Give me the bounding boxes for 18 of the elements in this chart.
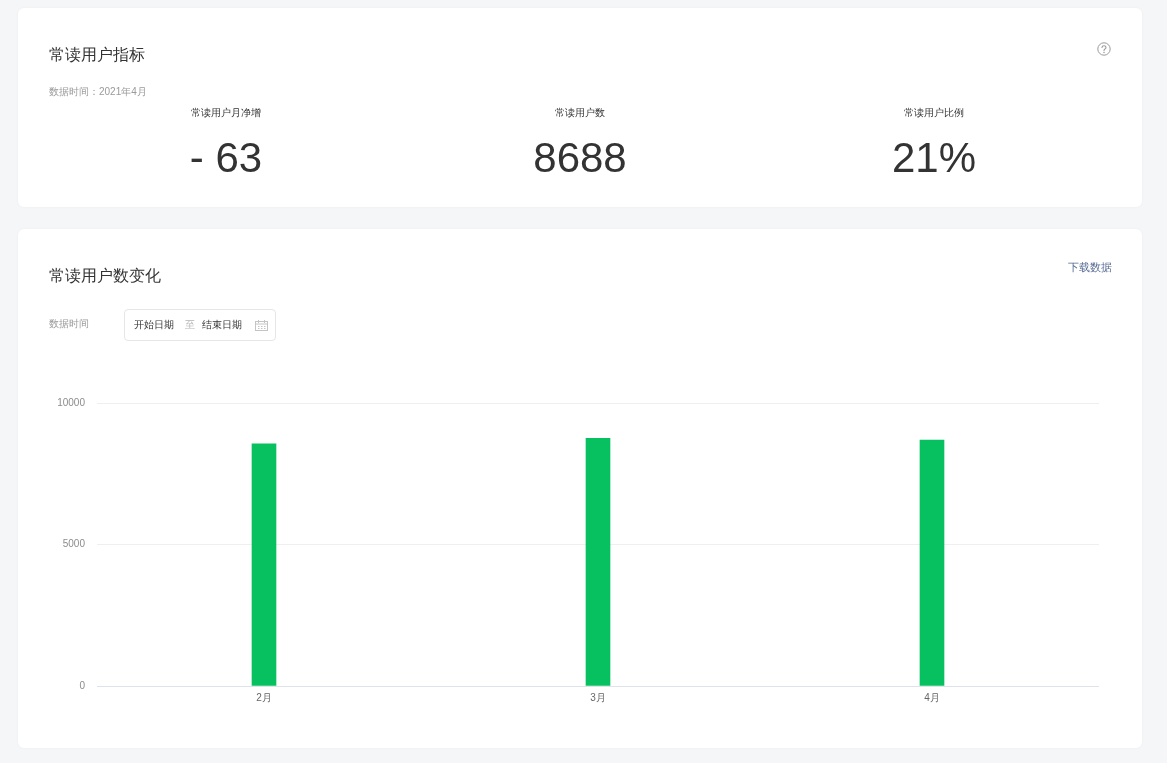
x-tick-label: 4月: [924, 691, 940, 703]
y-tick-label: 10000: [57, 396, 86, 408]
text: 8688: [532, 134, 628, 181]
text: 常读用户数: [554, 107, 606, 119]
y-tick-label: 5000: [62, 538, 86, 550]
date-range-field[interactable]: 开始日期 至 结束日期: [124, 309, 276, 341]
text: 常读用户比例: [903, 107, 965, 119]
chart-title: 常读用户数变化: [49, 266, 161, 286]
x-tick-label: 3月: [590, 691, 606, 703]
text: 21%: [890, 134, 978, 181]
x-tick-label: 2月: [256, 691, 272, 703]
text: 数据时间：2021年4月: [49, 86, 147, 98]
text: 常读用户指标: [49, 45, 145, 65]
text: 常读用户月净增: [190, 107, 262, 119]
y-tick-label: 0: [79, 679, 86, 691]
text: 下载数据: [1068, 261, 1112, 275]
text: - 63: [188, 134, 264, 181]
text: 数据时间: [49, 318, 89, 330]
